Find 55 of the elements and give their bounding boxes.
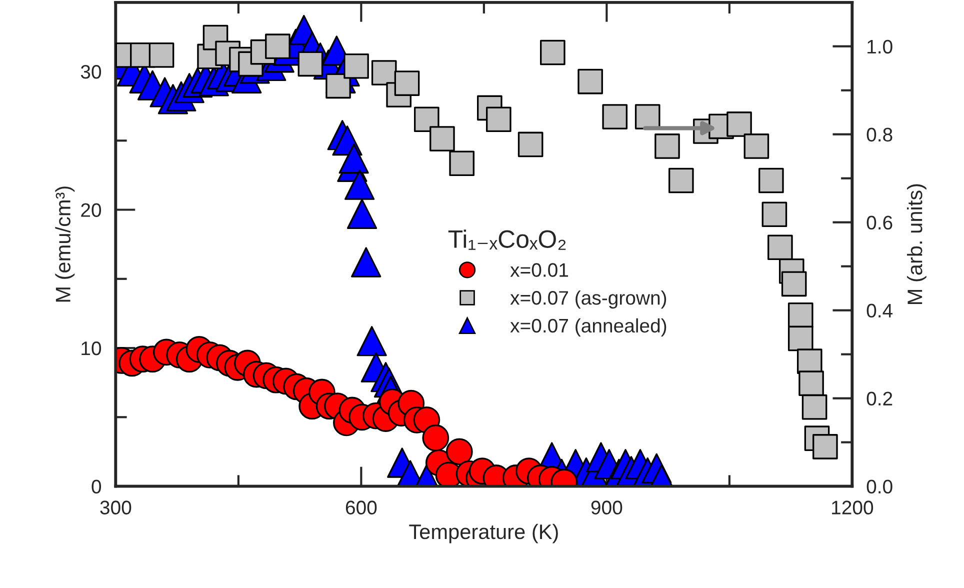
y2-tick-label: 1.0 (868, 40, 892, 54)
y2-tick-label: 0.8 (866, 128, 892, 142)
point (578, 68, 603, 94)
point (265, 34, 290, 60)
y2-axis-title: M (arb. units) (906, 184, 926, 304)
point (449, 150, 474, 176)
point (758, 168, 784, 194)
y-axis-title: M (emu/cm³) (55, 186, 75, 302)
point (634, 104, 660, 130)
point (371, 60, 397, 86)
y-tick-label: 0 (92, 480, 102, 494)
point (338, 144, 369, 174)
legend-label: x=0.07 (annealed) (510, 318, 666, 336)
y2-tick-label: 0.4 (866, 304, 893, 318)
point (802, 394, 828, 420)
point (540, 40, 566, 66)
point (356, 326, 387, 356)
x-tick-label: 600 (346, 500, 377, 514)
point (768, 234, 793, 260)
y-tick-label: 30 (80, 64, 102, 79)
point (788, 326, 814, 352)
legend-title: Ti₁₋ₓCoₓO₂ (448, 230, 566, 250)
y2-tick-label: 0.6 (866, 216, 892, 230)
y-tick-label: 10 (82, 341, 102, 356)
point (602, 104, 628, 130)
legend-label: x=0.07 (as-grown) (510, 290, 666, 309)
point (812, 434, 838, 460)
point (762, 202, 788, 228)
x-tick-label: 900 (591, 500, 622, 514)
point (346, 198, 378, 229)
point (394, 70, 420, 96)
point (430, 126, 455, 152)
point (351, 247, 382, 278)
point (518, 132, 544, 158)
point (744, 134, 770, 159)
point (726, 112, 752, 137)
legend-label: x=0.01 (510, 263, 568, 277)
point (781, 271, 807, 297)
point (798, 370, 824, 396)
point (414, 106, 440, 132)
point (788, 302, 814, 328)
point (298, 51, 324, 77)
point (486, 106, 512, 132)
text: 0.0 (866, 480, 892, 494)
point (446, 438, 473, 466)
point (654, 134, 680, 159)
y2-tick-label: 0.2 (866, 392, 892, 406)
x-tick-label: 1200 (832, 500, 874, 514)
y-tick-label: 20 (81, 203, 102, 217)
x-axis-title: Temperature (K) (409, 524, 558, 544)
point (344, 170, 375, 200)
point (422, 424, 450, 452)
x-tick-label: 300 (100, 500, 132, 514)
point (668, 168, 694, 194)
point (148, 42, 174, 68)
